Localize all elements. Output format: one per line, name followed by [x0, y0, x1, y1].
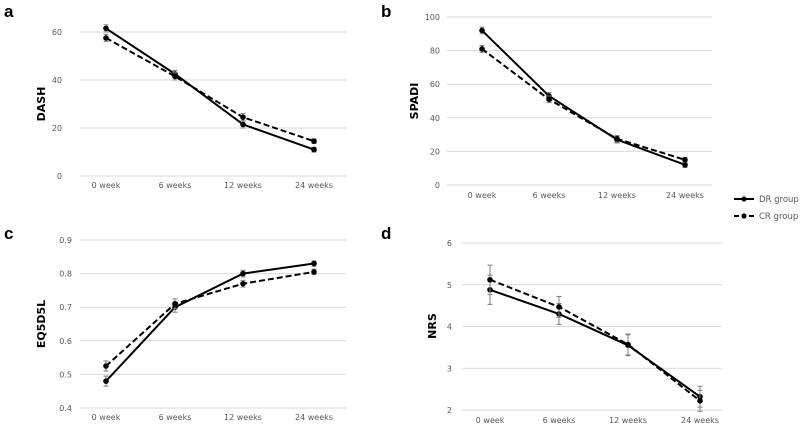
data-point-c-dr [103, 378, 109, 384]
y-tick-label-a: 40 [52, 76, 62, 85]
y-axis-label-c: EQ5D5L [35, 300, 48, 348]
series-line-c-cr [105, 270, 315, 367]
y-tick-label-c: 0.7 [59, 303, 72, 312]
data-point-b-cr [682, 157, 688, 163]
y-tick-label-b: 40 [430, 114, 440, 123]
y-tick-label-b: 80 [430, 47, 440, 56]
y-tick-label-c: 0.6 [59, 337, 72, 346]
x-tick-label-c: 12 weeks [224, 413, 262, 422]
y-tick-label-b: 100 [425, 13, 440, 22]
y-tick-label-b: 0 [435, 181, 440, 190]
y-tick-label-c: 0.8 [59, 270, 72, 279]
panel-letter-a: a [4, 2, 14, 21]
legend-label-dr: DR group [759, 195, 799, 205]
data-point-d-cr [556, 304, 562, 310]
series-line-a-cr [105, 37, 315, 143]
y-tick-label-b: 20 [430, 147, 440, 156]
data-point-c-cr [103, 363, 109, 369]
y-tick-label-d: 5 [447, 281, 452, 290]
x-tick-label-b: 6 weeks [533, 191, 566, 200]
panel-letter-c: c [4, 224, 13, 243]
y-tick-label-d: 2 [447, 406, 452, 415]
data-point-c-dr [240, 270, 246, 277]
y-tick-label-c: 0.5 [59, 370, 72, 379]
series-line-d-dr [489, 288, 701, 398]
x-tick-label-b: 24 weeks [666, 191, 704, 200]
y-tick-label-b: 60 [430, 80, 440, 89]
y-tick-label-d: 6 [447, 239, 452, 248]
x-tick-label-c: 0 week [92, 413, 121, 422]
y-tick-label-a: 20 [52, 124, 62, 133]
data-point-a-cr [311, 138, 317, 144]
y-tick-label-c: 0.9 [59, 236, 72, 245]
data-point-a-dr [240, 121, 246, 128]
x-tick-label-d: 24 weeks [681, 416, 719, 425]
data-point-d-cr [625, 341, 631, 348]
y-axis-label-a: DASH [35, 87, 48, 122]
x-tick-label-a: 6 weeks [159, 181, 192, 190]
x-tick-label-d: 12 weeks [609, 416, 647, 425]
data-point-d-cr [697, 398, 703, 404]
series-line-b-cr [481, 48, 686, 161]
data-point-a-cr [172, 73, 178, 80]
x-tick-label-c: 6 weeks [159, 413, 192, 422]
data-point-d-cr [487, 276, 493, 283]
data-point-b-cr [546, 96, 552, 103]
data-point-b-cr [479, 46, 485, 52]
series-line-c-dr [105, 262, 315, 382]
y-tick-label-a: 0 [57, 172, 62, 181]
x-tick-label-c: 24 weeks [295, 413, 333, 422]
y-tick-label-a: 60 [52, 28, 62, 37]
data-point-a-dr [103, 25, 109, 32]
panel-letter-d: d [381, 224, 391, 243]
y-axis-label-b: SPADI [408, 83, 421, 120]
x-tick-label-a: 0 week [92, 181, 121, 190]
legend-marker-dr [741, 196, 747, 202]
data-point-c-cr [240, 280, 246, 287]
series-line-d-cr [489, 278, 701, 402]
x-tick-label-b: 12 weeks [598, 191, 636, 200]
y-tick-label-c: 0.4 [59, 404, 72, 413]
y-tick-label-d: 4 [447, 323, 452, 332]
legend-marker-cr [741, 213, 747, 219]
x-tick-label-b: 0 week [468, 191, 497, 200]
data-point-c-cr [311, 269, 317, 275]
x-tick-label-a: 24 weeks [295, 181, 333, 190]
data-point-b-dr [479, 27, 485, 34]
x-tick-label-d: 0 week [476, 416, 505, 425]
data-point-a-cr [103, 35, 109, 41]
data-point-a-dr [311, 146, 317, 153]
data-point-a-cr [240, 114, 246, 120]
data-point-c-cr [172, 301, 178, 307]
data-point-b-cr [614, 136, 620, 142]
y-axis-label-d: NRS [426, 313, 439, 339]
panel-letter-b: b [381, 2, 391, 21]
x-tick-label-a: 12 weeks [224, 181, 262, 190]
data-point-b-dr [682, 162, 688, 168]
series-line-a-dr [105, 27, 315, 151]
y-tick-label-d: 3 [447, 364, 452, 373]
x-tick-label-d: 6 weeks [543, 416, 576, 425]
series-line-b-dr [481, 29, 686, 166]
data-point-c-dr [311, 260, 317, 267]
legend-label-cr: CR group [759, 212, 798, 222]
